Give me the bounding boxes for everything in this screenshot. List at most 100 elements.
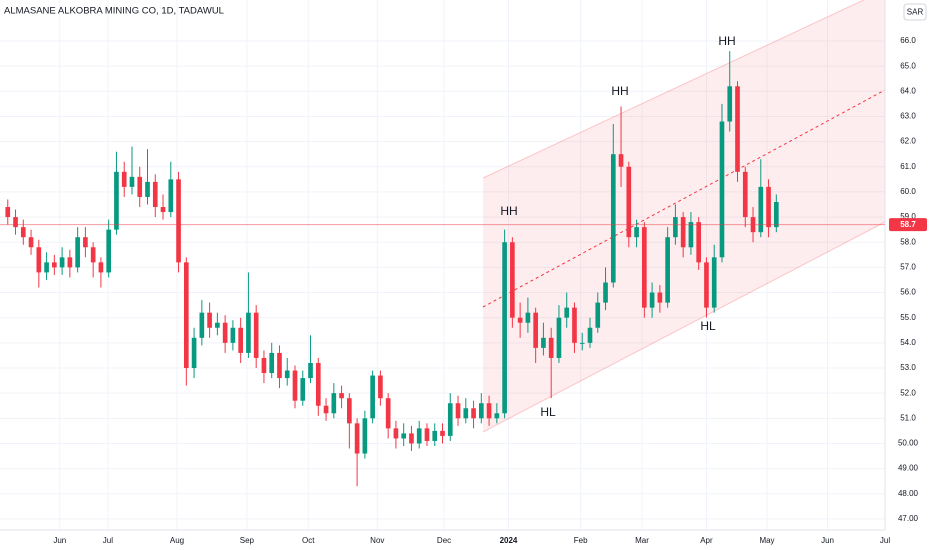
candle-body: [758, 186, 764, 233]
candle-body: [704, 262, 709, 308]
candle-body: [642, 227, 647, 308]
annotation: HH: [718, 34, 735, 48]
candle-body: [385, 398, 391, 429]
candle-body: [533, 312, 538, 348]
candle-body: [277, 352, 282, 379]
candle-body: [137, 176, 143, 197]
channel-lower: [482, 221, 886, 433]
candle-body: [52, 262, 57, 268]
candle-body: [176, 179, 181, 263]
candle-body: [20, 227, 26, 238]
candle-body: [711, 257, 717, 308]
x-tick-label: Oct: [302, 536, 315, 545]
candle-body: [773, 201, 779, 228]
y-tick-label: 62.0: [900, 137, 916, 146]
x-tick-label: Aug: [170, 536, 184, 545]
y-tick-label: 59.0: [900, 212, 916, 221]
candle-body: [688, 222, 694, 248]
candle-body: [129, 176, 135, 187]
candle-body: [564, 307, 570, 318]
x-tick-label: May: [759, 536, 774, 545]
candle-body: [106, 229, 112, 273]
candle-body: [378, 375, 383, 399]
y-tick-label: 49.00: [898, 464, 919, 473]
y-tick-label: 66.0: [900, 36, 916, 45]
candle-body: [183, 262, 189, 369]
candle-body: [665, 237, 670, 303]
candle-body: [362, 418, 368, 454]
y-tick-label: 61.0: [900, 162, 916, 171]
y-tick-label: 63.0: [900, 112, 916, 121]
candle-body: [680, 217, 686, 248]
candle-body: [222, 322, 228, 343]
candle-body: [618, 154, 624, 167]
y-tick-label: 48.00: [898, 489, 919, 498]
candle-body: [284, 370, 290, 379]
candle-body: [354, 423, 360, 454]
candle-body: [649, 292, 655, 308]
candle-body: [587, 327, 593, 343]
candle-body: [494, 413, 500, 419]
candle-body: [463, 408, 469, 419]
candle-body: [83, 237, 88, 248]
candle-body: [455, 403, 461, 419]
currency: SAR: [907, 8, 924, 17]
candle-body: [253, 312, 259, 358]
candle-body: [339, 393, 344, 399]
annotation: HH: [611, 84, 628, 98]
candle-body: [525, 312, 531, 323]
x-tick-label: Jun: [821, 536, 834, 545]
candle-body: [98, 262, 104, 273]
candle-body: [657, 292, 663, 303]
x-tick-label: Jul: [103, 536, 113, 545]
candle-body: [766, 186, 771, 228]
candle-body: [603, 282, 608, 303]
y-tick-label: 65.0: [900, 61, 916, 70]
candle-body: [541, 337, 546, 348]
x-tick-label: Dec: [437, 536, 451, 545]
candle-body: [579, 342, 585, 344]
candle-body: [517, 317, 523, 323]
candle-body: [261, 357, 267, 374]
y-tick-label: 52.0: [900, 388, 916, 397]
candle-body: [610, 154, 616, 283]
candle-body: [246, 312, 251, 353]
candle-body: [719, 121, 725, 258]
x-tick-label: Feb: [574, 536, 588, 545]
candle-body: [269, 352, 275, 374]
y-tick-label: 64.0: [900, 86, 916, 95]
currency-box: [903, 3, 927, 21]
y-tick-label: 55.0: [900, 313, 916, 322]
candle-body: [486, 403, 492, 419]
candle-body: [432, 430, 438, 441]
candle-body: [440, 430, 445, 436]
annotation: HH: [500, 204, 517, 218]
chart-title: ALMASANE ALKOBRA MINING CO, 1D, TADAWUL: [4, 6, 224, 17]
candle-body: [502, 242, 507, 414]
candle-body: [67, 257, 73, 268]
candle-body: [28, 237, 34, 248]
candle-body: [401, 433, 407, 439]
candle-body: [160, 207, 166, 213]
candle-body: [13, 217, 18, 228]
candle-body: [44, 262, 49, 273]
candle-body: [114, 171, 119, 230]
candle-body: [292, 370, 298, 401]
x-tick-label: Jul: [880, 536, 890, 545]
candle-body: [478, 403, 484, 419]
candle-body: [370, 375, 375, 419]
x-tick-label: 2024: [500, 536, 518, 545]
candle-body: [347, 398, 352, 424]
x-tick-label: Jun: [53, 536, 66, 545]
candle-body: [199, 312, 205, 338]
candle-body: [215, 322, 220, 328]
candle-body: [331, 393, 337, 414]
candle-body: [59, 257, 65, 268]
x-tick-label: Apr: [700, 536, 713, 545]
candle-body: [121, 171, 127, 187]
candle-body: [90, 247, 96, 263]
x-tick-label: Sep: [240, 536, 255, 545]
annotation: HL: [540, 405, 556, 419]
y-tick-label: 47.00: [898, 514, 919, 523]
